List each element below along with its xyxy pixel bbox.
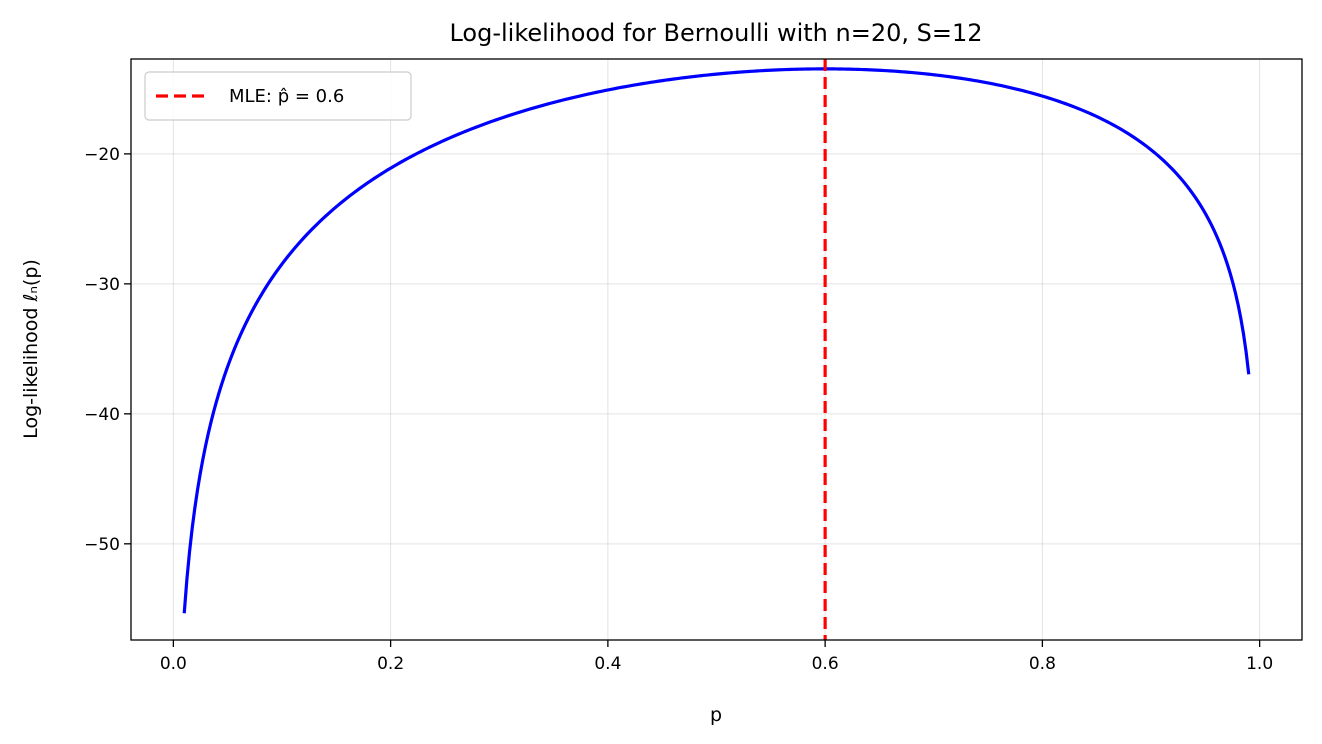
y-tick-label: −30 <box>84 275 120 295</box>
y-axis-ticks: −20 −30 −40 −50 <box>84 145 131 555</box>
x-tick-label: 0.2 <box>377 654 404 674</box>
grid-lines <box>131 59 1302 640</box>
x-tick-label: 0.8 <box>1029 654 1056 674</box>
x-axis-ticks: 0.0 0.2 0.4 0.6 0.8 1.0 <box>160 640 1273 674</box>
log-likelihood-curve <box>182 67 1251 614</box>
y-axis-label: Log-likelihood ℓₙ(p) <box>20 259 42 439</box>
chart-title: Log-likelihood for Bernoulli with n=20, … <box>449 19 982 47</box>
y-tick-label: −40 <box>84 405 120 425</box>
x-tick-label: 0.4 <box>594 654 621 674</box>
legend: MLE: p̂ = 0.6 <box>144 71 412 121</box>
axes-frame <box>130 58 1303 641</box>
plot-area <box>182 59 1251 640</box>
y-tick-label: −20 <box>84 145 120 165</box>
x-tick-label: 0.6 <box>812 654 839 674</box>
legend-label-mle: MLE: p̂ = 0.6 <box>229 86 344 107</box>
x-tick-label: 0.0 <box>160 654 187 674</box>
y-tick-label: −50 <box>84 535 120 555</box>
x-axis-label: p <box>710 704 722 726</box>
legend-box <box>144 71 412 121</box>
x-tick-label: 1.0 <box>1246 654 1273 674</box>
